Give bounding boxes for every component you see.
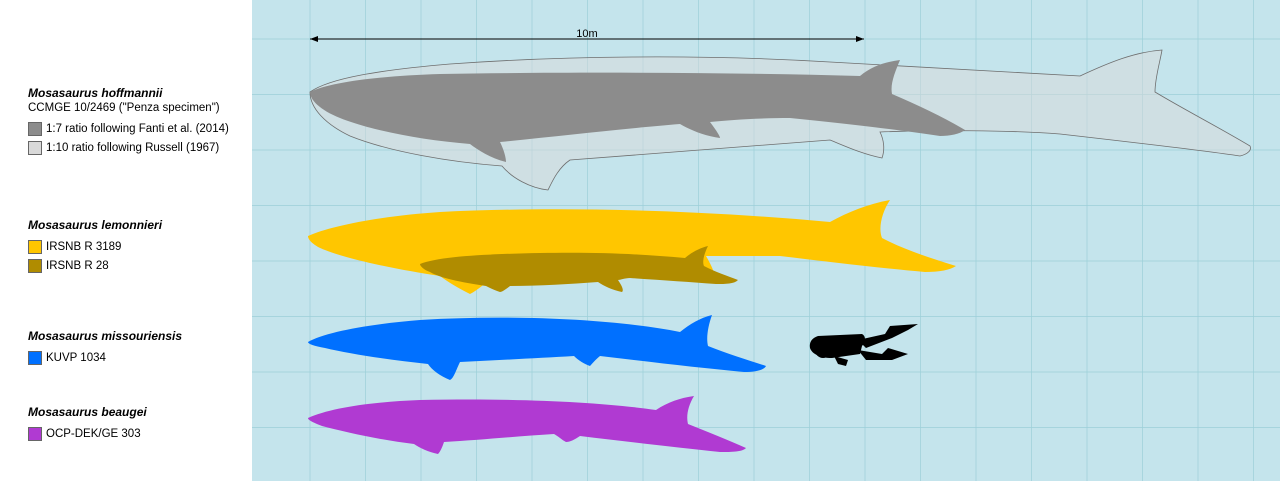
diver-head (815, 342, 831, 358)
diver-lower-leg-fin (858, 348, 908, 360)
legend-label-ocp-dek: OCP-DEK/GE 303 (46, 427, 141, 440)
legend-entry-kuvp-1034: KUVP 1034 (28, 348, 182, 367)
scale-bar-arrow-right (856, 36, 864, 42)
specimen-note-hoffmannii: CCMGE 10/2469 ("Penza specimen") (28, 102, 220, 114)
legend-group-beaugei: Mosasaurus beaugei OCP-DEK/GE 303 (28, 405, 147, 443)
species-name-hoffmannii: Mosasaurus hoffmannii (28, 86, 163, 100)
legend-label-irsnb-28: IRSNB R 28 (46, 259, 109, 272)
diver-arm (834, 356, 848, 366)
legend-group-hoffmannii: Mosasaurus hoffmannii CCMGE 10/2469 ("Pe… (28, 86, 229, 157)
diver-upper-leg-fin (858, 324, 918, 348)
silhouette-chart: 10m (252, 0, 1280, 481)
scale-bar-arrow-left (310, 36, 318, 42)
swatch-russell (28, 140, 42, 155)
legend-entry-ocp-dek: OCP-DEK/GE 303 (28, 424, 147, 443)
species-name-lemonnieri: Mosasaurus lemonnieri (28, 218, 163, 232)
scale-bar-label: 10m (576, 28, 597, 40)
legend-label-kuvp-1034: KUVP 1034 (46, 351, 106, 364)
legend-group-lemonnieri: Mosasaurus lemonnieri IRSNB R 3189 IRSNB… (28, 218, 162, 275)
species-name-beaugei: Mosasaurus beaugei (28, 405, 147, 419)
legend-entry-russell: 1:10 ratio following Russell (1967) (28, 138, 229, 157)
legend-entry-irsnb-3189: IRSNB R 3189 (28, 237, 162, 256)
scuba-diver-silhouette (809, 324, 918, 366)
silhouette-beaugei (308, 396, 746, 454)
swatch-fanti (28, 121, 42, 136)
legend-label-irsnb-3189: IRSNB R 3189 (46, 240, 122, 253)
species-name-missouriensis: Mosasaurus missouriensis (28, 329, 183, 343)
legend-label-fanti: 1:7 ratio following Fanti et al. (2014) (46, 122, 229, 135)
swatch-kuvp-1034 (28, 350, 42, 365)
silhouette-missouriensis (308, 315, 766, 380)
legend-entry-irsnb-28: IRSNB R 28 (28, 256, 162, 275)
legend-label-russell: 1:10 ratio following Russell (1967) (46, 141, 220, 154)
swatch-ocp-dek (28, 426, 42, 441)
silhouette-lemonnieri-28 (420, 246, 738, 292)
legend-entry-fanti: 1:7 ratio following Fanti et al. (2014) (28, 119, 229, 138)
swatch-irsnb-28 (28, 258, 42, 273)
scale-bar: 10m (310, 28, 864, 42)
silhouette-hoffmannii-fanti (310, 60, 965, 162)
legend-panel: Mosasaurus hoffmannii CCMGE 10/2469 ("Pe… (0, 0, 252, 481)
legend-group-missouriensis: Mosasaurus missouriensis KUVP 1034 (28, 329, 182, 367)
swatch-irsnb-3189 (28, 239, 42, 254)
